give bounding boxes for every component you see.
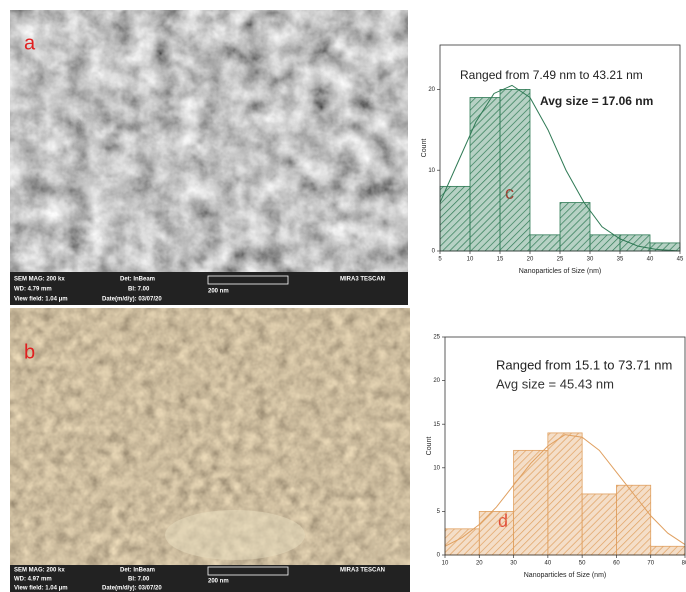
y-tick-label: 25 (433, 335, 440, 341)
bar (616, 485, 650, 555)
info-text: WD: 4.97 mm (14, 577, 52, 583)
bar (500, 89, 530, 251)
x-tick-label: 5 (438, 257, 442, 263)
bar (620, 235, 650, 251)
x-tick-label: 70 (647, 561, 654, 567)
x-tick-label: 10 (467, 257, 474, 263)
x-tick-label: 25 (557, 257, 564, 263)
x-tick-label: 10 (442, 561, 449, 567)
bar (479, 511, 513, 555)
info-text: BI: 7.00 (128, 287, 150, 293)
y-tick-label: 5 (437, 509, 441, 515)
x-tick-label: 35 (617, 257, 624, 263)
info-text: 200 nm (208, 579, 229, 585)
bar (582, 494, 616, 555)
info-text: 200 nm (208, 289, 229, 295)
x-tick-label: 40 (647, 257, 654, 263)
x-tick-label: 80 (682, 561, 686, 567)
x-tick-label: 45 (677, 257, 684, 263)
y-axis-label: Count (421, 139, 428, 158)
y-tick-label: 10 (428, 168, 435, 174)
y-tick-label: 20 (433, 378, 440, 384)
x-tick-label: 50 (579, 561, 586, 567)
x-tick-label: 60 (613, 561, 620, 567)
y-tick-label: 15 (433, 422, 440, 428)
x-tick-label: 20 (527, 257, 534, 263)
sem-image-a: a SEM MAG: 200 kx Det: InBeam MIRA3 TESC… (10, 10, 408, 305)
info-text: Det: InBeam (120, 568, 155, 574)
y-axis-label: Count (426, 437, 433, 456)
x-tick-label: 40 (545, 561, 552, 567)
x-axis-label: Nanoparticles of Size (nm) (519, 268, 601, 275)
y-tick-label: 0 (432, 249, 436, 255)
bar (470, 98, 500, 251)
x-tick-label: 30 (510, 561, 517, 567)
x-tick-label: 20 (476, 561, 483, 567)
sem-image-b: b SEM MAG: 200 kx Det: InBeam MIRA3 TESC… (10, 308, 410, 592)
bar (590, 235, 620, 251)
info-text: View field: 1.04 μm (14, 586, 68, 592)
x-axis-label: Nanoparticles of Size (nm) (524, 572, 606, 579)
info-text: View field: 1.04 μm (14, 297, 68, 303)
annotation: Ranged from 15.1 to 73.71 nm (496, 357, 672, 372)
bar (440, 186, 470, 251)
info-text: MIRA3 TESCAN (340, 568, 385, 574)
info-text: Date(m/d/y): 03/07/20 (102, 297, 162, 303)
bar (530, 235, 560, 251)
x-tick-label: 15 (497, 257, 504, 263)
figure: a SEM MAG: 200 kx Det: InBeam MIRA3 TESC… (0, 0, 686, 592)
bar (514, 450, 548, 555)
panel-label: b (24, 341, 35, 363)
info-text: MIRA3 TESCAN (340, 277, 385, 283)
bar (651, 546, 685, 555)
info-text: BI: 7.00 (128, 577, 150, 583)
panel-label: a (24, 32, 36, 54)
x-tick-label: 30 (587, 257, 594, 263)
bar (445, 529, 479, 555)
info-text: SEM MAG: 200 kx (14, 277, 65, 283)
info-text: Date(m/d/y): 03/07/20 (102, 586, 162, 592)
bar (548, 433, 582, 555)
info-text: SEM MAG: 200 kx (14, 568, 65, 574)
y-tick-label: 10 (433, 465, 440, 471)
annotation: Ranged from 7.49 nm to 43.21 nm (460, 68, 643, 82)
info-text: Det: InBeam (120, 277, 155, 283)
annotation: Avg size = 45.43 nm (496, 376, 614, 391)
bright-region (165, 510, 305, 560)
sem-a-texture (10, 10, 408, 272)
y-tick-label: 0 (437, 553, 441, 559)
y-tick-label: 20 (428, 87, 435, 93)
annotation: Avg size = 17.06 nm (540, 94, 653, 108)
info-text: WD: 4.79 mm (14, 287, 52, 293)
bar (560, 203, 590, 251)
